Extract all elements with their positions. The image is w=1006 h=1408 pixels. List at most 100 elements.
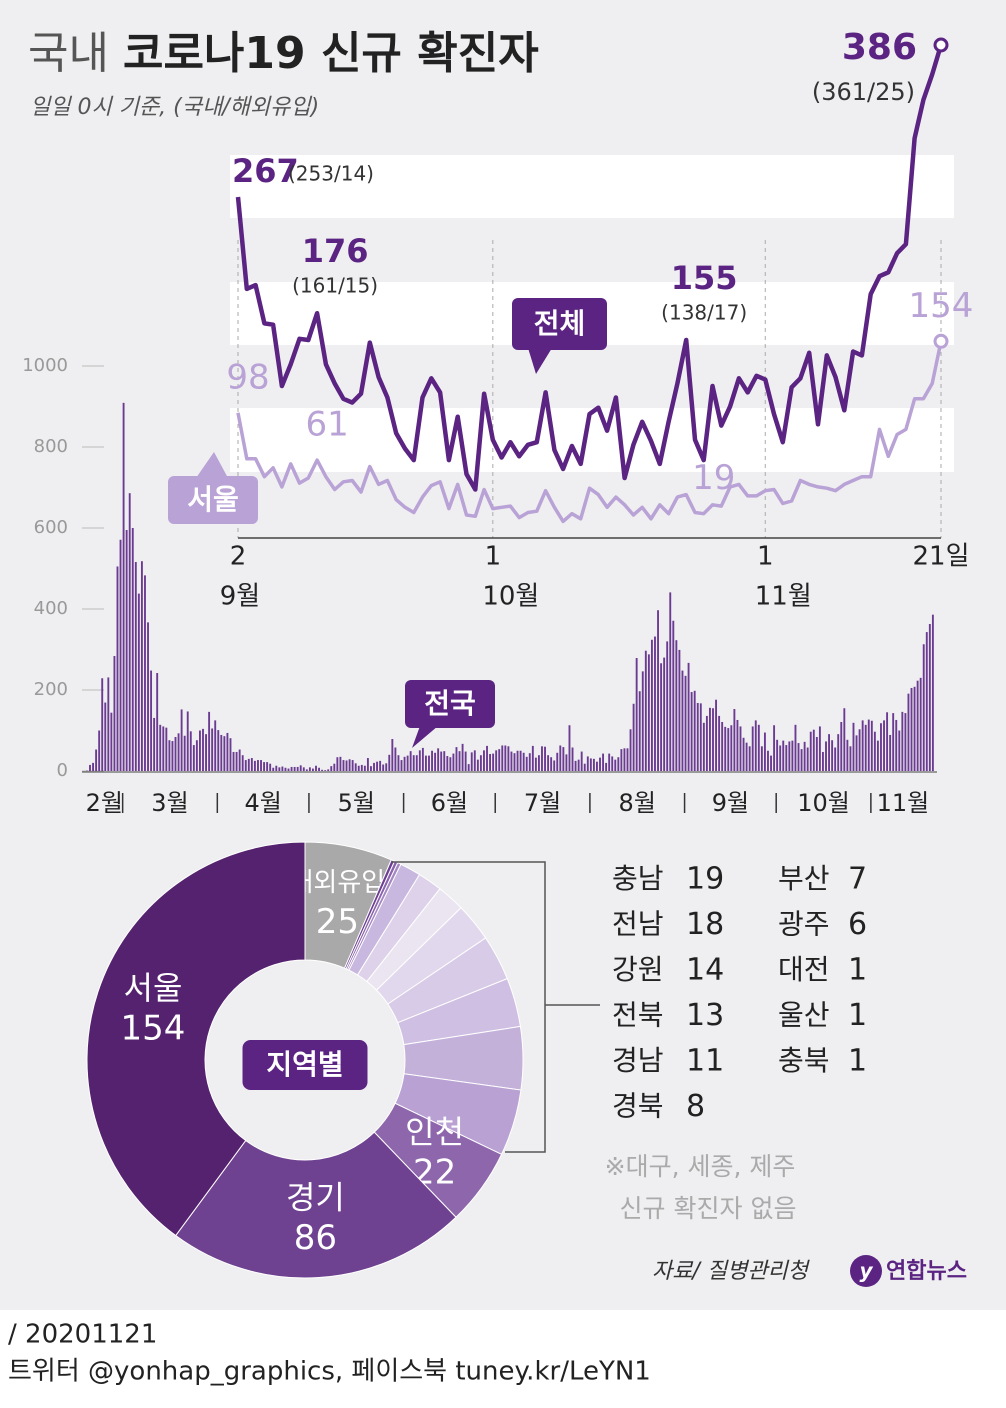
bar	[373, 762, 375, 771]
bar	[873, 731, 876, 771]
bar	[363, 765, 366, 771]
bar	[681, 670, 684, 771]
list-name: 강원	[612, 953, 664, 986]
breakdown-label: (253/14)	[288, 161, 374, 185]
source: 자료/ 질병관리청	[652, 1259, 811, 1284]
bar	[226, 732, 229, 771]
bar	[293, 766, 296, 771]
bar	[596, 761, 598, 771]
bar	[336, 757, 339, 771]
legend-label-pointer	[196, 452, 228, 478]
bar	[507, 746, 510, 771]
bar	[305, 769, 308, 771]
bar	[702, 722, 705, 771]
y-tick-label: 1000	[22, 355, 68, 376]
x-tick-label: 11월	[877, 789, 930, 817]
bar	[199, 730, 201, 771]
donut-slice	[86, 841, 306, 1237]
bar	[931, 614, 934, 771]
note: 신규 확진자 없음	[620, 1194, 797, 1223]
x-tick-label: 1	[757, 542, 774, 572]
bar	[525, 756, 528, 771]
bar	[522, 752, 525, 771]
bar	[345, 760, 348, 771]
bar	[745, 742, 748, 771]
value-label: 98	[226, 357, 269, 397]
bar	[452, 753, 455, 771]
bar	[541, 746, 543, 771]
bar	[650, 639, 653, 771]
bar	[498, 749, 501, 771]
bar	[641, 671, 644, 771]
bar	[495, 750, 498, 771]
bar	[379, 760, 382, 771]
bar	[898, 730, 901, 771]
bar	[153, 717, 156, 771]
bar	[922, 644, 925, 771]
bar	[928, 623, 931, 771]
bar	[544, 746, 546, 771]
legend-label: 전국	[424, 687, 476, 720]
bar	[669, 592, 672, 771]
list-name: 전북	[612, 999, 664, 1032]
bar	[736, 719, 739, 771]
bar	[415, 755, 418, 771]
value-label: 61	[305, 405, 348, 445]
bar	[162, 726, 165, 771]
bar	[635, 658, 638, 771]
bar	[809, 731, 812, 771]
end-marker	[933, 37, 949, 53]
slice-value: 154	[121, 1009, 186, 1049]
bar	[418, 750, 421, 771]
x-tick-label: 3월	[151, 789, 188, 817]
bar	[330, 766, 333, 771]
line-series	[235, 44, 944, 492]
bar	[253, 760, 256, 771]
bar	[773, 725, 776, 771]
list-value: 11	[686, 1044, 724, 1079]
bar	[260, 760, 262, 771]
bar	[333, 763, 336, 771]
bar	[696, 702, 699, 771]
bar	[886, 712, 889, 771]
bar	[391, 739, 394, 771]
bar	[366, 758, 369, 771]
bar	[476, 759, 479, 771]
bar	[910, 687, 913, 771]
logo-icon-letter: y	[859, 1259, 873, 1283]
legend-label: 서울	[187, 483, 239, 516]
bar	[580, 751, 583, 771]
bar	[110, 712, 113, 771]
bar	[638, 691, 641, 771]
y-tick-label: 800	[34, 436, 68, 457]
bar	[424, 755, 427, 771]
list-value: 18	[686, 907, 724, 942]
bar	[376, 761, 379, 771]
x-month-label: 11월	[755, 582, 812, 612]
bar	[565, 754, 568, 771]
bar	[828, 734, 830, 771]
x-tick-label: 9월	[712, 789, 749, 817]
bar	[257, 760, 259, 771]
x-month-label: 10월	[482, 582, 539, 612]
bar	[244, 760, 247, 771]
bar	[95, 749, 98, 771]
bar	[470, 752, 473, 771]
footer-date: / 20201121	[8, 1320, 157, 1350]
bar	[770, 755, 772, 771]
list-name: 광주	[778, 908, 830, 941]
bar	[806, 747, 809, 771]
value-label: 19	[692, 458, 735, 498]
bar	[858, 729, 861, 771]
bar	[223, 736, 226, 771]
bar	[629, 729, 632, 771]
bar	[98, 730, 101, 771]
bar	[883, 720, 885, 771]
bar	[754, 720, 757, 771]
bar	[727, 728, 730, 771]
bar	[657, 610, 659, 771]
bar	[168, 740, 171, 771]
bar	[354, 763, 357, 771]
bar	[229, 738, 232, 771]
bar	[718, 715, 721, 771]
